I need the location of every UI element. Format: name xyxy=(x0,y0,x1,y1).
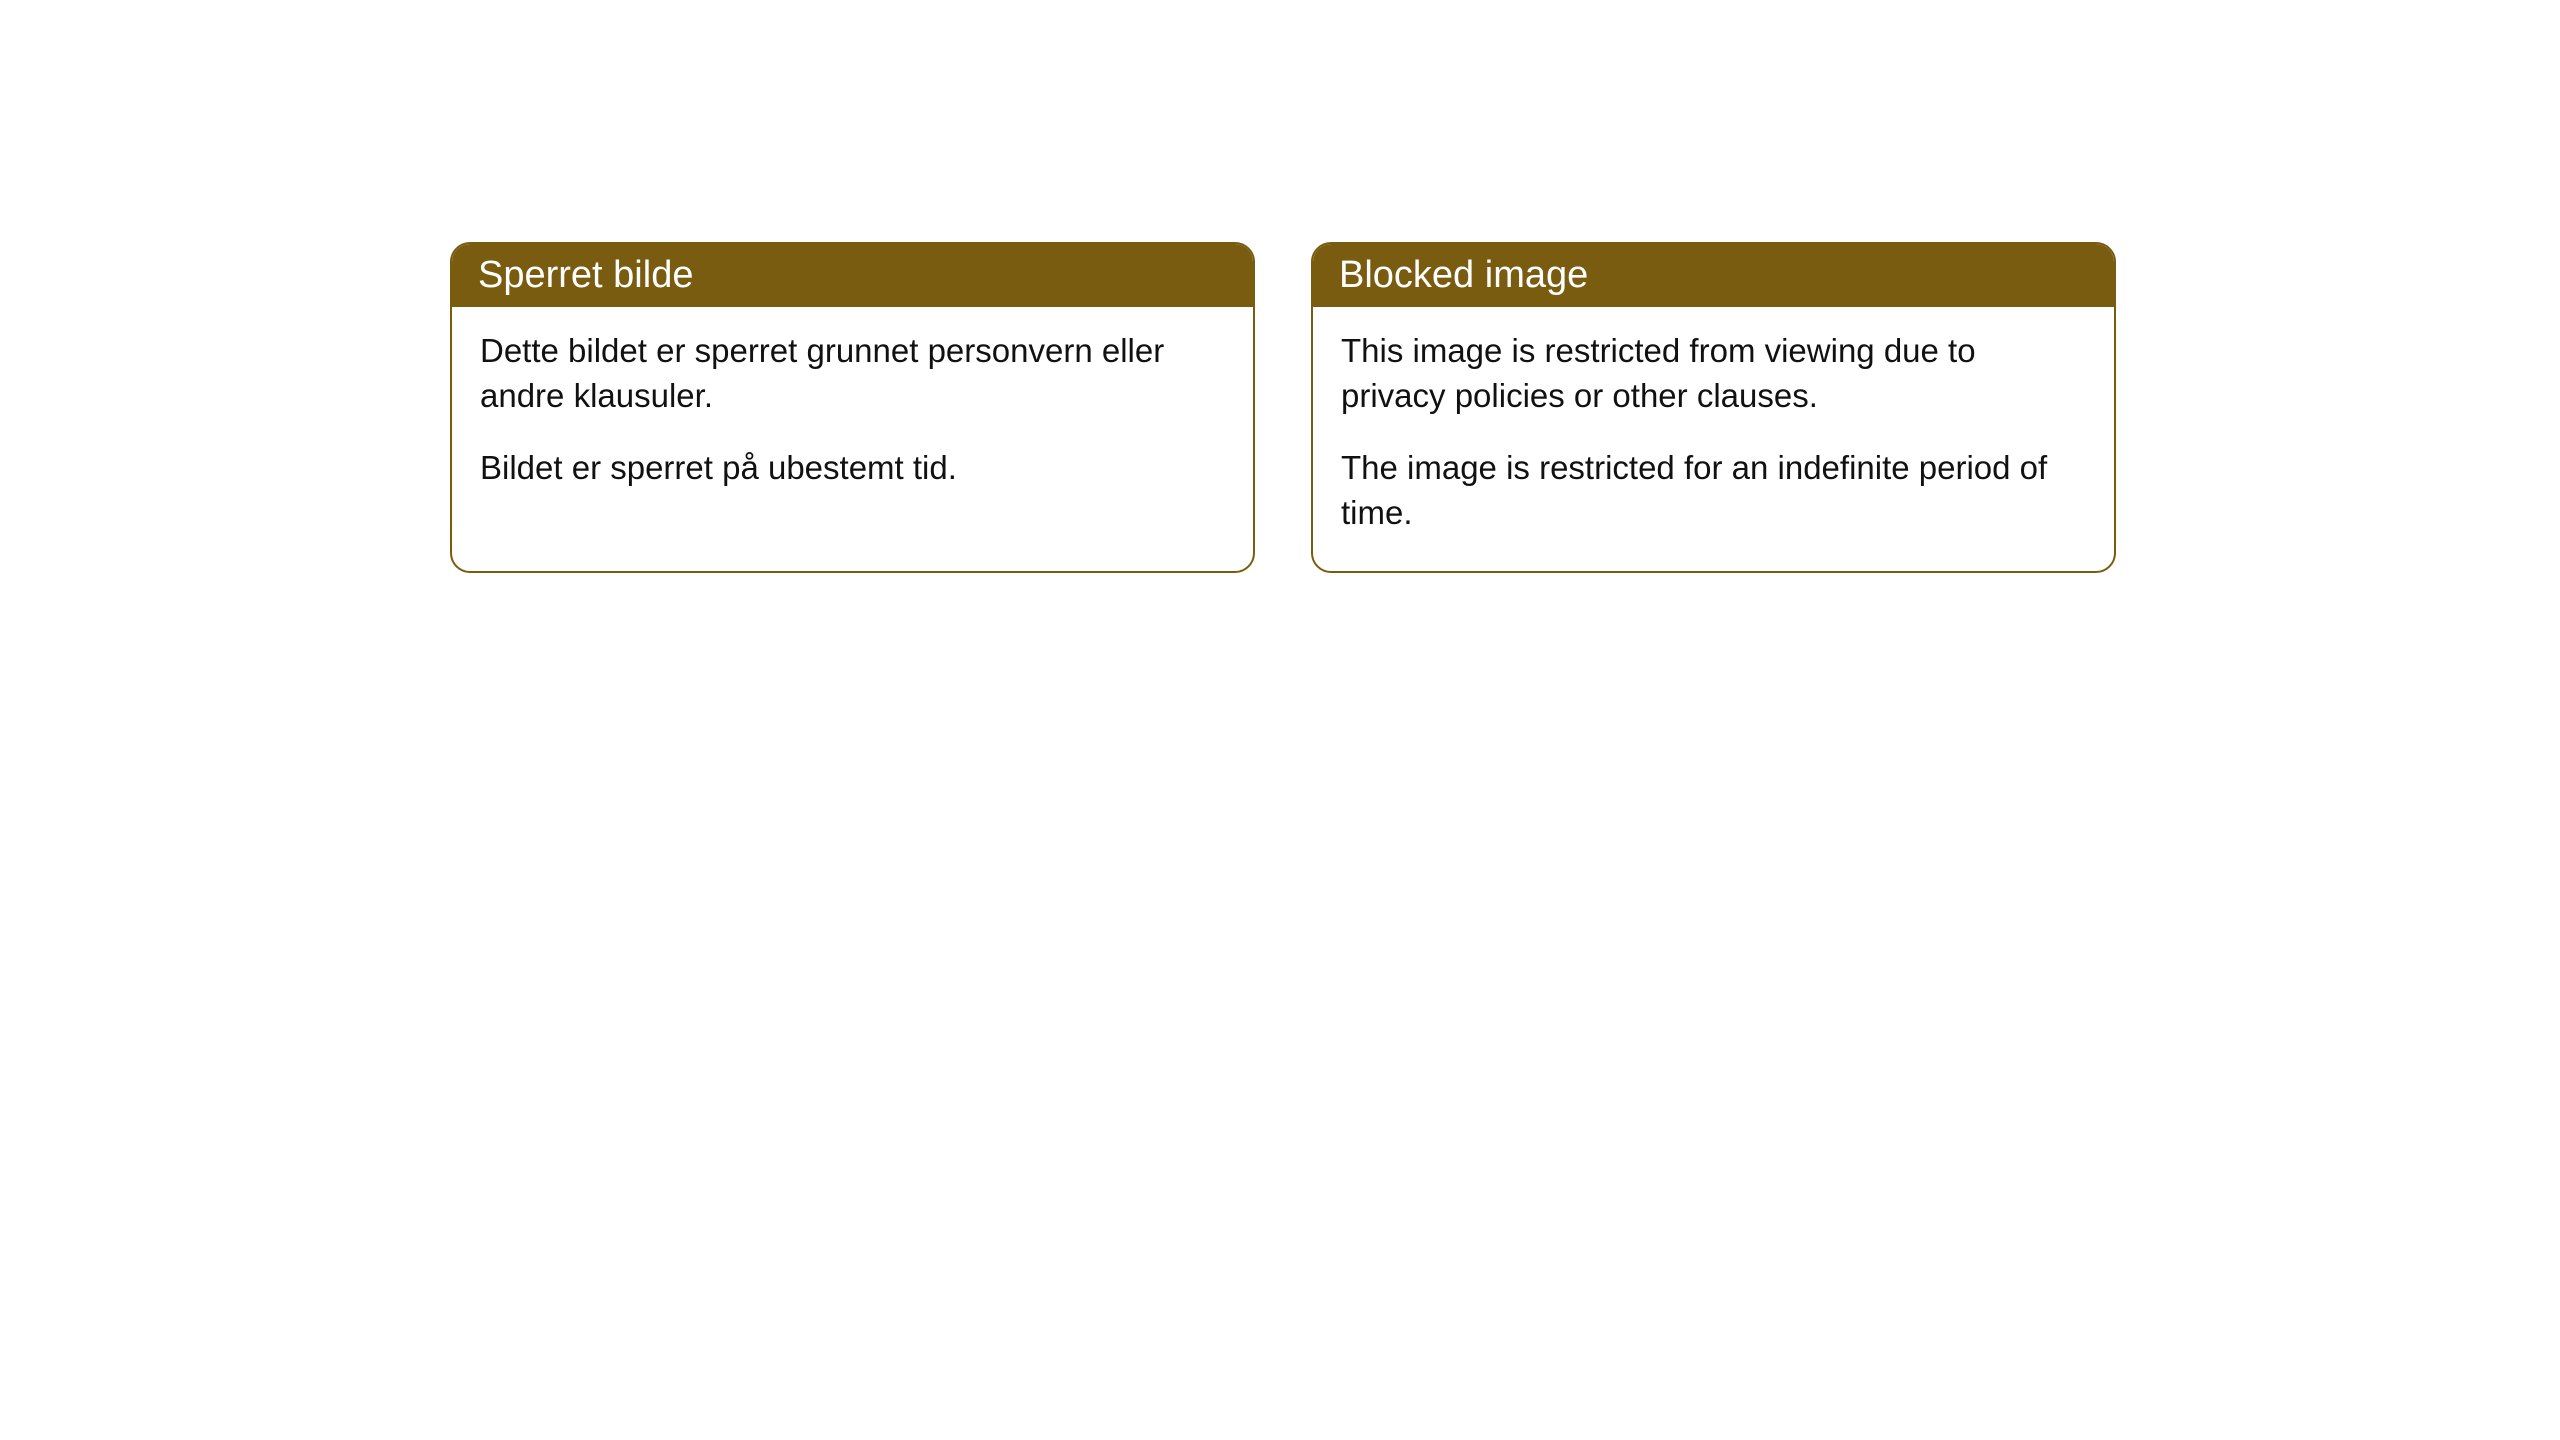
card-body-norwegian: Dette bildet er sperret grunnet personve… xyxy=(452,307,1253,527)
card-header-norwegian: Sperret bilde xyxy=(452,244,1253,307)
card-body-english: This image is restricted from viewing du… xyxy=(1313,307,2114,571)
card-paragraph-2: Bildet er sperret på ubestemt tid. xyxy=(480,446,1225,491)
card-paragraph-1: This image is restricted from viewing du… xyxy=(1341,329,2086,418)
blocked-image-card-norwegian: Sperret bilde Dette bildet er sperret gr… xyxy=(450,242,1255,573)
card-header-english: Blocked image xyxy=(1313,244,2114,307)
blocked-image-card-english: Blocked image This image is restricted f… xyxy=(1311,242,2116,573)
card-paragraph-1: Dette bildet er sperret grunnet personve… xyxy=(480,329,1225,418)
card-paragraph-2: The image is restricted for an indefinit… xyxy=(1341,446,2086,535)
notice-cards-container: Sperret bilde Dette bildet er sperret gr… xyxy=(450,242,2116,573)
